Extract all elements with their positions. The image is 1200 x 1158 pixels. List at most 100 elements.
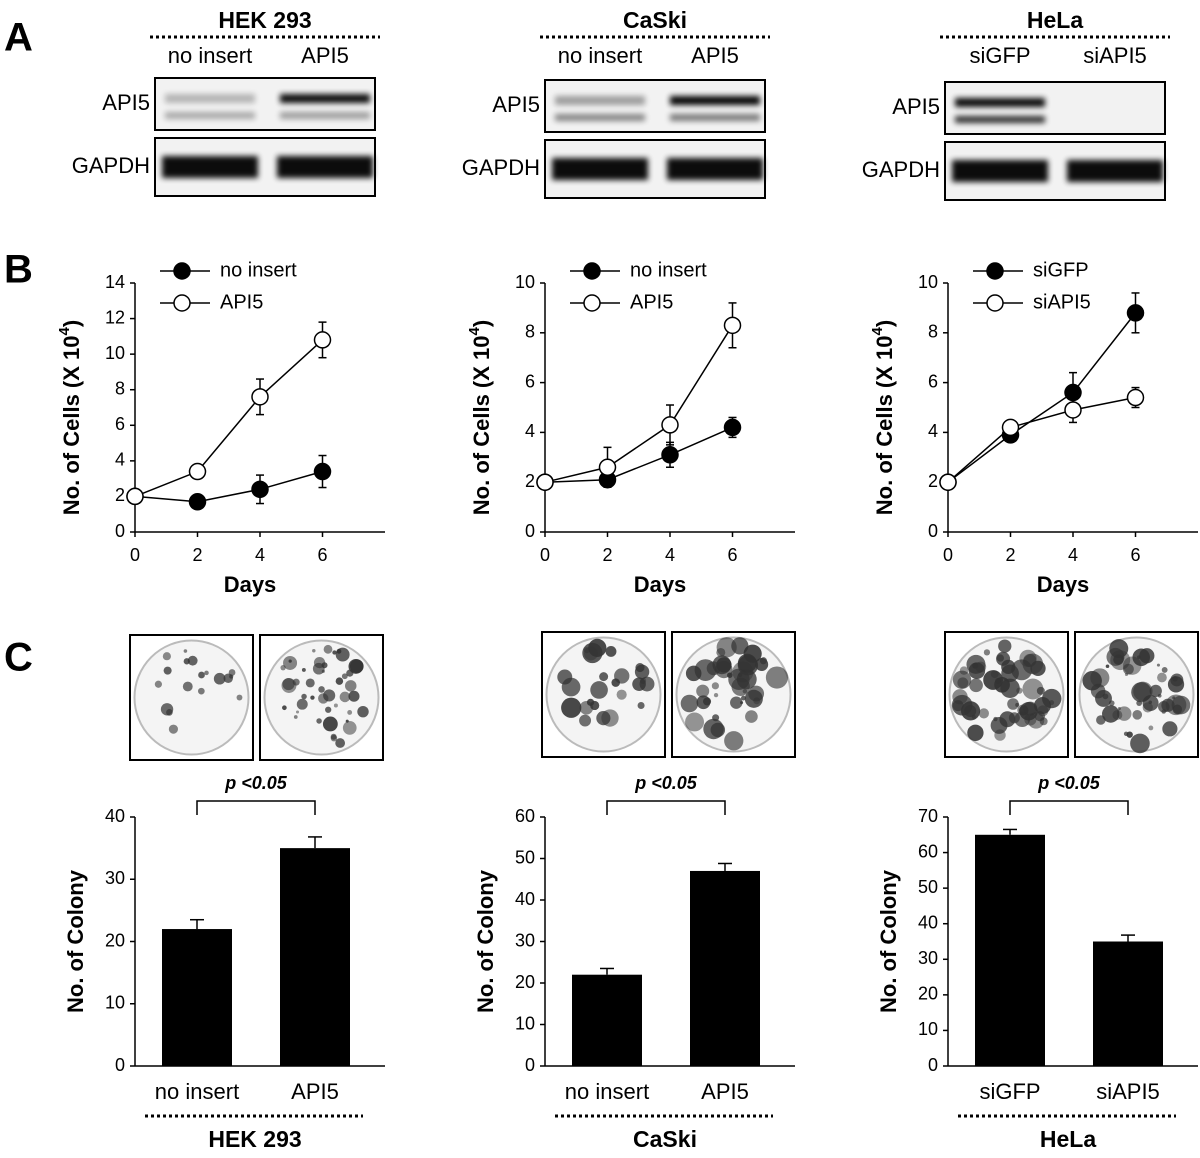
- colony: [283, 655, 298, 670]
- y-tick-label: 20: [105, 930, 125, 950]
- band: [670, 114, 760, 121]
- colony: [348, 690, 360, 702]
- y-tick-label: 60: [515, 806, 535, 826]
- band: [952, 160, 1048, 182]
- colony: [323, 644, 333, 654]
- significance-bracket: [606, 800, 726, 815]
- row-label: GAPDH: [462, 155, 540, 180]
- colony: [1090, 683, 1106, 699]
- x-tick-label: 6: [727, 545, 737, 565]
- y-tick-label: 10: [918, 272, 938, 292]
- x-tick-label: 2: [602, 545, 612, 565]
- colony: [346, 669, 354, 677]
- colony: [724, 731, 744, 751]
- colony: [154, 680, 162, 688]
- colony: [616, 689, 627, 700]
- band: [280, 112, 370, 119]
- marker: [1064, 383, 1082, 402]
- colony: [318, 686, 325, 693]
- row-label: GAPDH: [862, 157, 940, 182]
- colony: [952, 670, 972, 689]
- y-tick-label: 30: [515, 930, 535, 950]
- y-tick-label: 20: [515, 972, 535, 992]
- colony: [975, 661, 987, 673]
- y-axis-title-part: No. of Cells (X 10: [59, 335, 84, 515]
- band: [280, 94, 370, 103]
- y-tick-label: 4: [928, 421, 938, 441]
- band: [670, 96, 760, 105]
- colony: [703, 718, 724, 740]
- colony: [345, 680, 357, 692]
- y-tick-label: 4: [115, 450, 125, 470]
- legend-label: API5: [630, 291, 673, 313]
- y-axis-title-part: ): [469, 320, 494, 327]
- colony: [323, 689, 336, 702]
- legend-marker: [583, 262, 601, 280]
- y-tick-label: 14: [105, 272, 125, 292]
- colony: [1011, 659, 1033, 681]
- y-tick-label: 0: [115, 1055, 125, 1075]
- colony: [1109, 639, 1129, 659]
- colony: [1000, 678, 1020, 698]
- colony: [952, 700, 964, 712]
- x-tick-label: 0: [540, 545, 550, 565]
- y-axis-title-part: No. of Cells (X 10: [872, 335, 897, 515]
- panel-label: C: [4, 636, 33, 680]
- y-tick-label: 2: [525, 471, 535, 491]
- colony: [711, 682, 719, 690]
- colony: [162, 652, 171, 661]
- x-tick-label: 4: [665, 545, 675, 565]
- colony: [978, 708, 989, 719]
- cell-line-label: HeLa: [1027, 7, 1083, 33]
- colony: [579, 700, 594, 715]
- colony: [166, 709, 173, 716]
- x-axis-title: Days: [224, 572, 277, 597]
- colony: [204, 670, 209, 676]
- bar: [280, 848, 350, 1066]
- y-axis-title-part: 4: [466, 326, 483, 335]
- colony: [330, 733, 337, 740]
- band: [162, 156, 258, 178]
- lane-label: no insert: [168, 43, 252, 68]
- marker: [661, 416, 679, 434]
- y-axis-title: No. of Cells (X 104): [56, 320, 84, 515]
- colony: [713, 692, 719, 698]
- colony: [1136, 700, 1143, 706]
- colony: [316, 718, 322, 724]
- bar: [162, 929, 232, 1066]
- series-line: [134, 470, 323, 503]
- y-tick-label: 10: [918, 1019, 938, 1039]
- colony: [983, 649, 991, 656]
- significance-bracket: [1009, 800, 1129, 815]
- colony: [1157, 693, 1162, 698]
- significance-bracket: [196, 800, 316, 815]
- x-tick-label: 6: [1130, 545, 1140, 565]
- marker: [251, 480, 269, 499]
- cell-line-label: CaSki: [633, 1126, 697, 1152]
- colony: [1149, 684, 1162, 698]
- colony: [994, 729, 1006, 741]
- y-tick-label: 40: [918, 912, 938, 932]
- blot-frame: [544, 79, 766, 133]
- y-tick-label: 6: [525, 371, 535, 391]
- colony: [281, 678, 297, 693]
- y-tick-label: 0: [928, 521, 938, 541]
- colony: [736, 669, 757, 690]
- colony: [740, 695, 746, 701]
- colony: [579, 714, 592, 727]
- colony: [1132, 710, 1143, 720]
- marker: [1126, 304, 1145, 322]
- colony: [1102, 705, 1120, 723]
- panel-label: A: [4, 16, 33, 60]
- band: [165, 94, 255, 103]
- colony: [333, 703, 338, 708]
- marker: [661, 446, 679, 464]
- blot-frame: [944, 81, 1166, 135]
- colony: [187, 655, 198, 666]
- series-line: [544, 426, 733, 483]
- colony: [335, 677, 344, 685]
- colony: [1024, 713, 1037, 726]
- colony: [1108, 700, 1115, 707]
- colony: [1161, 666, 1168, 673]
- y-tick-label: 30: [918, 948, 938, 968]
